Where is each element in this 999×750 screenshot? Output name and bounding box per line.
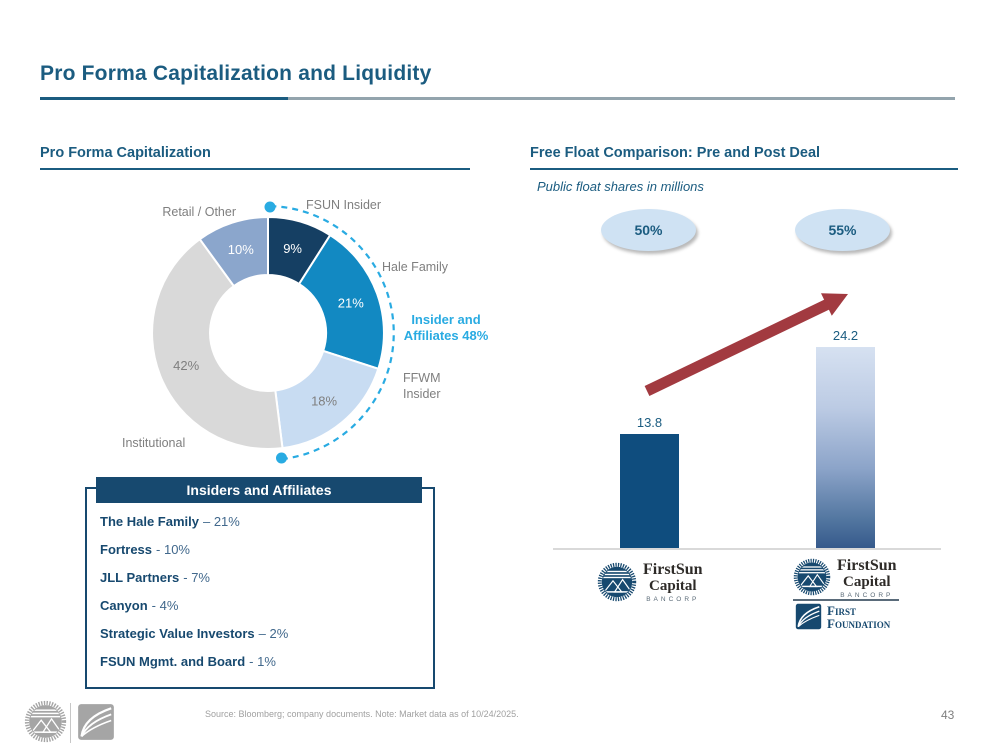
arc-dot-top: [264, 201, 276, 213]
insider-name: Strategic Value Investors: [100, 626, 255, 641]
footnote: Source: Bloomberg; company documents. No…: [205, 709, 519, 719]
firstsun-name: FirstSun: [837, 557, 897, 574]
insider-item: Strategic Value Investors – 2%: [100, 620, 420, 648]
insider-value: - 4%: [151, 598, 179, 613]
donut-percent-label: 21%: [338, 296, 364, 311]
left-section-heading: Pro Forma Capitalization: [40, 145, 211, 161]
badge-post-deal-float: 55%: [795, 209, 890, 251]
insider-value: – 21%: [202, 514, 240, 529]
badge-pre-deal-float: 50%: [601, 209, 696, 251]
firstsun-bancorp: BANCORP: [840, 592, 894, 599]
chart-subtitle: Public float shares in millions: [537, 179, 704, 194]
insider-name: The Hale Family: [100, 514, 199, 529]
insider-item: Fortress - 10%: [100, 536, 420, 564]
firstsun-emblem-icon: [793, 558, 831, 596]
logo-firstsun-post: FirstSun Capital BANCORP: [793, 558, 897, 600]
insider-value: - 1%: [249, 654, 276, 669]
logo-first-foundation: First Foundation: [795, 603, 890, 630]
label-institutional: Institutional: [122, 436, 186, 450]
right-section-heading: Free Float Comparison: Pre and Post Deal: [530, 145, 821, 161]
firstsun-emblem-icon: [597, 562, 637, 602]
donut-segment: [151, 237, 284, 450]
insiders-box-header: Insiders and Affiliates: [96, 477, 422, 503]
first-foundation-icon: [795, 603, 822, 630]
chart-baseline: [553, 548, 941, 550]
donut-percent-label: 9%: [283, 241, 302, 256]
callout-line-1: Insider and: [411, 312, 481, 327]
footer-firstsun-emblem-icon: [24, 700, 67, 748]
donut-percent-label: 10%: [228, 242, 254, 257]
insider-item: The Hale Family – 21%: [100, 508, 420, 536]
bar-value-pre: 13.8: [636, 415, 663, 430]
bar-post-deal: [816, 347, 875, 549]
logo-firstsun-pre: FirstSun Capital BANCORP: [597, 562, 703, 604]
insider-value: – 2%: [258, 626, 289, 641]
growth-arrow-icon: [644, 293, 848, 396]
insider-value: - 7%: [183, 570, 210, 585]
donut-percent-label: 42%: [173, 358, 199, 373]
first-foundation-line2: Foundation: [827, 615, 891, 631]
firstsun-capital: Capital: [649, 578, 697, 594]
insiders-box: [85, 487, 435, 689]
insiders-list: The Hale Family – 21% Fortress - 10% JLL P…: [100, 508, 420, 676]
donut-percent-label: 18%: [311, 393, 337, 408]
left-heading-rule: [40, 168, 470, 170]
footer-logo-divider: [70, 703, 71, 743]
bar-pre-deal: [620, 434, 679, 549]
label-hale-family: Hale Family: [382, 260, 448, 274]
donut-chart: 9% 21% 18% 42% 10%: [151, 201, 395, 464]
arc-dot-bottom: [276, 452, 287, 464]
label-retail-other: Retail / Other: [162, 205, 236, 219]
insider-affiliates-arc: [270, 205, 395, 461]
label-ffwm-insider: FFWM Insider: [403, 371, 441, 401]
first-foundation-line1: First: [827, 602, 856, 618]
title-rule-gray: [288, 97, 955, 100]
insider-item: JLL Partners - 7%: [100, 564, 420, 592]
firstsun-bancorp: BANCORP: [646, 596, 700, 603]
firstsun-capital: Capital: [843, 574, 891, 590]
insider-name: Canyon: [100, 598, 148, 613]
insider-item: Canyon - 4%: [100, 592, 420, 620]
page-number: 43: [941, 708, 955, 722]
firstsun-wordmark: FirstSun Capital BANCORP: [643, 562, 703, 604]
right-heading-rule: [530, 168, 958, 170]
callout-insider-affiliates: Insider and Affiliates 48%: [393, 312, 499, 344]
footer-first-foundation-icon: [77, 703, 115, 746]
bar-value-post: 24.2: [832, 328, 859, 343]
firstsun-wordmark: FirstSun Capital BANCORP: [837, 558, 897, 600]
label-fsun-insider: FSUN Insider: [306, 198, 382, 212]
donut-segment: [297, 233, 385, 371]
page-title: Pro Forma Capitalization and Liquidity: [40, 62, 432, 85]
insider-item: FSUN Mgmt. and Board - 1%: [100, 648, 420, 676]
logo-divider: [793, 599, 899, 601]
callout-line-2: Affiliates 48%: [403, 328, 489, 343]
insider-value: - 10%: [156, 542, 190, 557]
insider-name: JLL Partners: [100, 570, 180, 585]
title-rule-navy: [40, 97, 288, 100]
insider-name: Fortress: [100, 542, 153, 557]
firstsun-name: FirstSun: [643, 561, 703, 578]
insider-name: FSUN Mgmt. and Board: [100, 654, 246, 669]
donut-segment: [198, 215, 269, 288]
